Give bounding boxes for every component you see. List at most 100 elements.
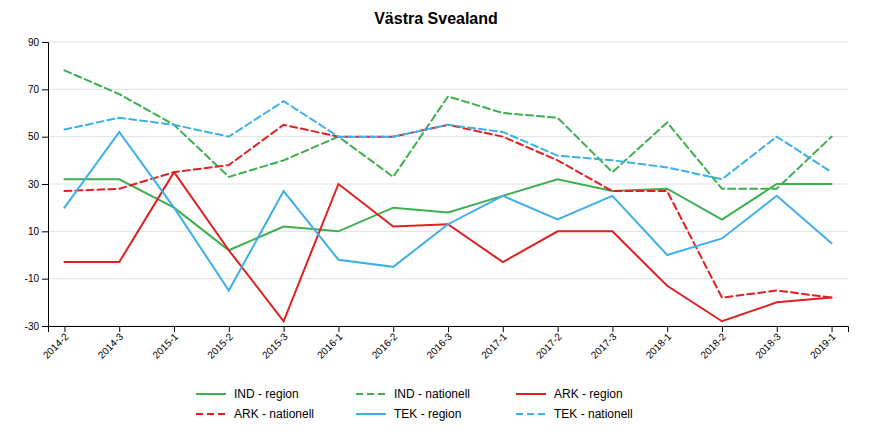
x-tick-mark (338, 326, 339, 332)
legend-label: TEK - region (394, 407, 461, 421)
x-tick-label: 2019-1 (808, 331, 838, 361)
grid-line (48, 42, 848, 43)
grid-line (48, 231, 848, 232)
grid-line (48, 89, 848, 90)
y-tick-mark (42, 89, 48, 90)
x-tick-mark (393, 326, 394, 332)
y-tick-mark (42, 279, 48, 280)
x-tick-mark (229, 326, 230, 332)
series-line (64, 101, 831, 179)
x-tick-label: 2015-1 (150, 331, 180, 361)
y-tick-mark (42, 231, 48, 232)
grid-line (48, 278, 848, 279)
x-tick: 2017-1 (479, 326, 509, 361)
plot: -30 -10 10 30 50 70 90 2014-2 2014-3 2015-1 2015-2… (25, 37, 849, 361)
x-tick-mark (284, 326, 285, 332)
y-tick-label: 70 (28, 84, 40, 95)
x-tick-mark (558, 326, 559, 332)
legend-item: ARK - region (516, 387, 623, 401)
x-axis-line (49, 327, 849, 333)
x-tick: 2017-3 (589, 326, 619, 361)
x-tick-label: 2018-1 (644, 331, 674, 361)
series-line (64, 125, 831, 298)
legend-item: ARK - nationell (196, 407, 314, 421)
x-tick-mark (777, 326, 778, 332)
x-tick-label: 2018-3 (753, 331, 783, 361)
legend-label: IND - nationell (394, 387, 470, 401)
x-tick-label: 2016-3 (424, 331, 454, 361)
x-tick-label: 2017-1 (479, 331, 509, 361)
grid (48, 42, 848, 326)
x-tick: 2014-3 (96, 326, 126, 361)
x-tick-label: 2015-3 (260, 331, 290, 361)
y-tick: 50 (28, 131, 48, 142)
title: Västra Svealand (374, 10, 498, 27)
x-tick-label: 2016-2 (370, 331, 400, 361)
x-tick: 2016-3 (424, 326, 454, 361)
y-tick: -10 (25, 273, 48, 284)
legend-item: TEK - nationell (516, 407, 633, 421)
legend-label: ARK - region (554, 387, 623, 401)
x-tick-label: 2014-2 (41, 331, 71, 361)
x-tick: 2015-2 (205, 326, 235, 361)
x-tick: 2018-2 (698, 326, 728, 361)
legend-swatch (356, 413, 386, 415)
x-tick-label: 2018-2 (698, 331, 728, 361)
y-tick-mark (42, 137, 48, 138)
legend-label: TEK - nationell (554, 407, 633, 421)
legend-label: ARK - nationell (234, 407, 314, 421)
y-axis-line (42, 43, 49, 327)
series-line (64, 172, 831, 321)
x-tick-mark (612, 326, 613, 332)
x-tick: 2016-2 (370, 326, 400, 361)
y-tick: 30 (28, 179, 48, 190)
x-tick: 2018-3 (753, 326, 783, 361)
y-tick-mark (42, 42, 48, 43)
x-tick-label: 2015-2 (205, 331, 235, 361)
y-tick-mark (42, 184, 48, 185)
x-tick-mark (667, 326, 668, 332)
series-line (64, 132, 831, 291)
x-tick-label: 2017-3 (589, 331, 619, 361)
x-tick: 2019-1 (808, 326, 838, 361)
x-axis: 2014-2 2014-3 2015-1 2015-2 2015-3 2016-1 2016… (41, 326, 849, 361)
y-tick-mark (42, 326, 48, 327)
y-tick-label: -10 (25, 273, 40, 284)
x-tick: 2014-2 (41, 326, 71, 361)
x-tick-mark (174, 326, 175, 332)
y-tick: 10 (28, 226, 48, 237)
legend-swatch (196, 413, 226, 415)
legend-swatch (516, 393, 546, 395)
legend-item: TEK - region (356, 407, 461, 421)
y-tick-label: 30 (28, 179, 40, 190)
y-tick-label: 10 (28, 226, 40, 237)
x-tick-label: 2014-3 (96, 331, 126, 361)
legend-label: IND - region (234, 387, 299, 401)
legend-item: IND - nationell (356, 387, 470, 401)
x-tick: 2015-1 (150, 326, 180, 361)
x-tick: 2017-2 (534, 326, 564, 361)
x-tick-label: 2016-1 (315, 331, 345, 361)
y-tick: 70 (28, 84, 48, 95)
y-tick: -30 (25, 321, 48, 332)
y-axis: -30 -10 10 30 50 70 90 (25, 37, 49, 332)
y-tick-label: 90 (28, 37, 40, 48)
x-tick: 2018-1 (644, 326, 674, 361)
legend-item: IND - region (196, 387, 299, 401)
legend: IND - region IND - nationell ARK - region A… (196, 387, 633, 421)
legend-swatch (356, 393, 386, 395)
x-tick-label: 2017-2 (534, 331, 564, 361)
x-tick-mark (448, 326, 449, 332)
grid-line (48, 136, 848, 137)
x-tick-mark (119, 326, 120, 332)
x-tick: 2015-3 (260, 326, 290, 361)
legend-swatch (196, 393, 226, 395)
x-tick-mark (503, 326, 504, 332)
legend-swatch (516, 413, 546, 415)
x-tick-mark (832, 326, 833, 332)
chart: Västra Svealand-30-1010305070902014-2201… (0, 0, 872, 434)
x-tick-mark (722, 326, 723, 332)
y-tick: 90 (28, 37, 48, 48)
lines (64, 70, 831, 321)
x-tick: 2016-1 (315, 326, 345, 361)
